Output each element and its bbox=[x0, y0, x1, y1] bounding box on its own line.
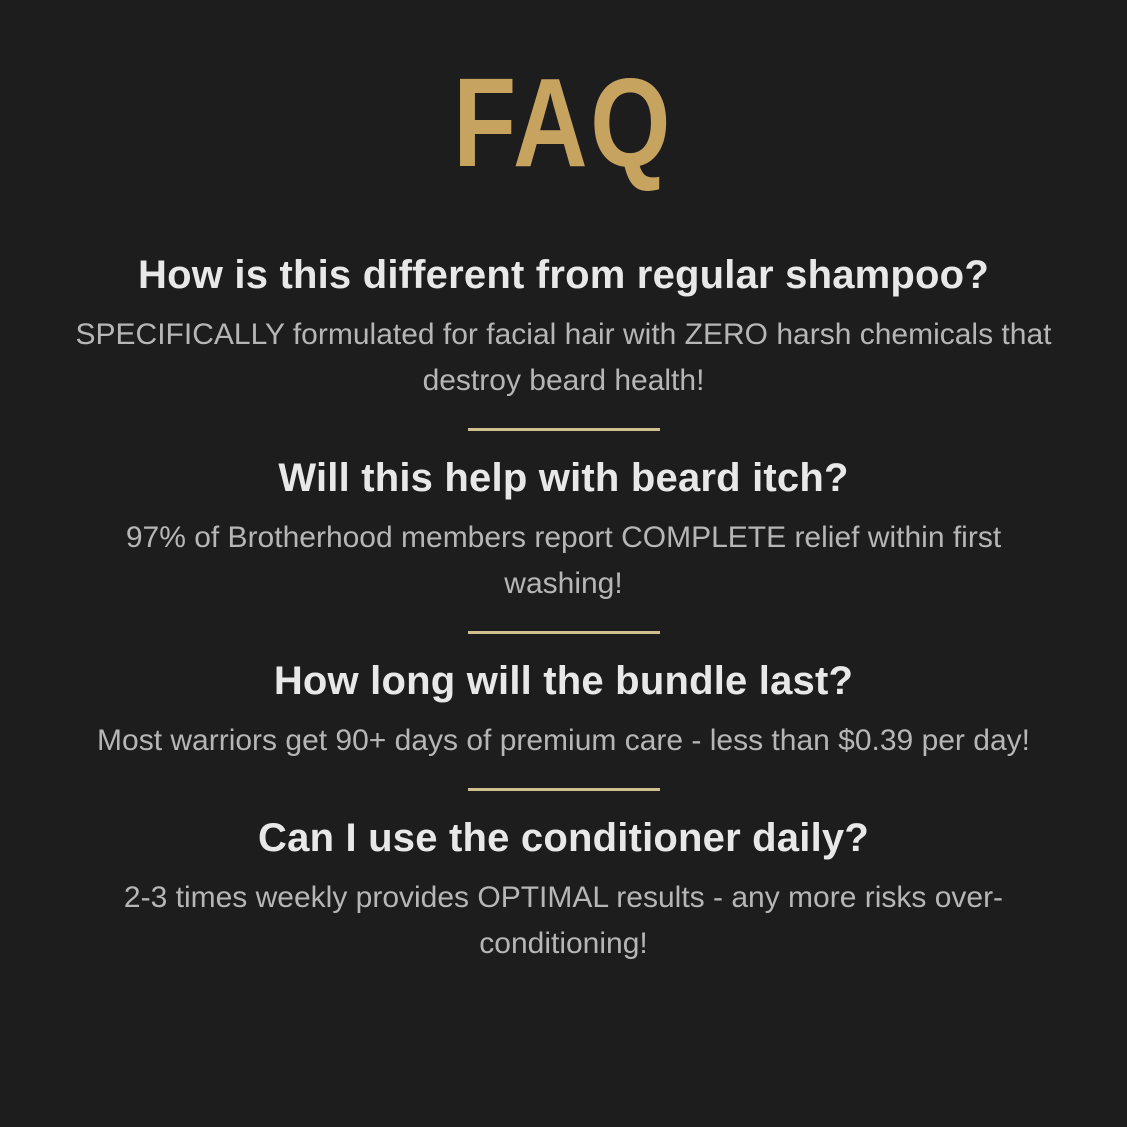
faq-question: Will this help with beard itch? bbox=[278, 456, 849, 500]
faq-item: Can I use the conditioner daily? 2-3 tim… bbox=[0, 815, 1127, 967]
faq-question: How is this different from regular shamp… bbox=[138, 253, 989, 297]
faq-answer: SPECIFICALLY formulated for facial hair … bbox=[75, 318, 1052, 397]
faq-item: How long will the bundle last? Most warr… bbox=[0, 658, 1127, 764]
section-divider bbox=[467, 788, 660, 791]
faq-answer: 2-3 times weekly provides OPTIMAL result… bbox=[123, 881, 1004, 960]
faq-answer: Most warriors get 90+ days of premium ca… bbox=[97, 724, 1030, 757]
section-divider bbox=[467, 631, 660, 634]
section-divider bbox=[467, 428, 660, 431]
faq-question: Can I use the conditioner daily? bbox=[258, 816, 869, 860]
page-title: FAQ bbox=[453, 52, 674, 193]
faq-answer: 97% of Brotherhood members report COMPLE… bbox=[125, 521, 1002, 600]
faq-item: How is this different from regular shamp… bbox=[0, 252, 1127, 404]
faq-question: How long will the bundle last? bbox=[273, 659, 854, 703]
faq-item: Will this help with beard itch? 97% of B… bbox=[0, 455, 1127, 607]
